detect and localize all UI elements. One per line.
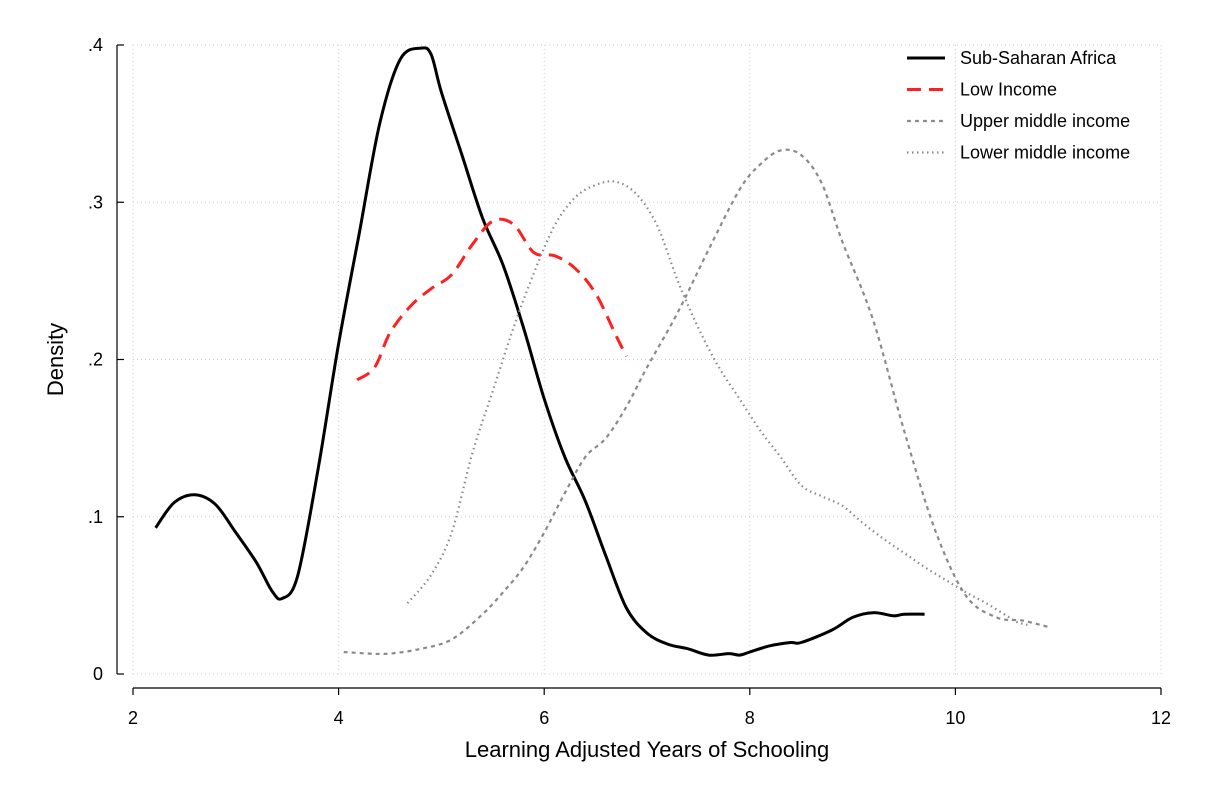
axes: 0 .1 .2 .3 .4 2 4 6 8 10 12	[88, 35, 1171, 728]
x-tick-label: 4	[334, 708, 344, 728]
legend-label-upper-middle-income: Upper middle income	[960, 111, 1130, 131]
y-tick-label: .1	[88, 507, 103, 527]
x-tick-label: 12	[1151, 708, 1171, 728]
y-tick-label: .4	[88, 35, 103, 55]
legend-label-lower-middle-income: Lower middle income	[960, 143, 1130, 163]
y-tick-label: .2	[88, 350, 103, 370]
legend-label-low-income: Low Income	[960, 80, 1057, 100]
y-tick-label: .3	[88, 192, 103, 212]
series-line-low-income	[356, 217, 628, 382]
y-tick-label: 0	[93, 664, 103, 684]
x-tick-label: 8	[745, 708, 755, 728]
legend-label-sub-saharan-africa: Sub-Saharan Africa	[960, 48, 1117, 68]
grid-lines	[132, 44, 1162, 675]
x-tick-label: 2	[128, 708, 138, 728]
x-tick-label: 6	[539, 708, 549, 728]
series-line-upper-middle-income	[343, 148, 1049, 656]
series-line-lower-middle-income	[406, 180, 1030, 627]
legend: Sub-Saharan Africa Low Income Upper middle…	[907, 48, 1130, 163]
series-line-sub-saharan-africa	[154, 46, 925, 657]
series-lines	[154, 46, 1049, 657]
x-tick-label: 10	[945, 708, 965, 728]
x-axis-title: Learning Adjusted Years of Schooling	[465, 737, 830, 762]
y-axis-title: Density	[43, 323, 68, 396]
